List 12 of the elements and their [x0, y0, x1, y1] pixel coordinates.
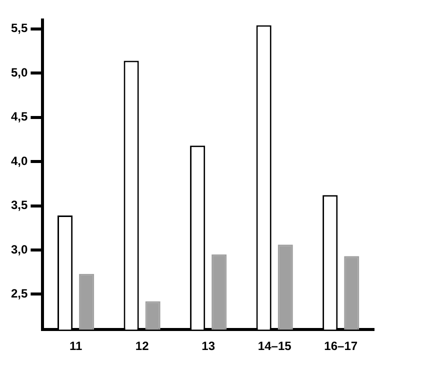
x-tick-label: 11 — [69, 339, 82, 354]
y-tick-label: 5,0 — [10, 65, 28, 80]
x-tick-label: 16–17 — [324, 339, 358, 354]
x-tick-label: 14–15 — [258, 339, 292, 354]
y-tick-label: 2,5 — [10, 286, 28, 301]
x-tick-label: 12 — [135, 339, 150, 354]
y-tick-label: 5,5 — [10, 21, 28, 36]
y-tick-label: 4,0 — [10, 154, 28, 168]
y-tick-label: 3,5 — [10, 198, 28, 212]
x-tick-label: 13 — [202, 339, 216, 354]
y-tick-label: 4,5 — [10, 110, 28, 124]
y-tick-label: 3,0 — [10, 242, 28, 256]
